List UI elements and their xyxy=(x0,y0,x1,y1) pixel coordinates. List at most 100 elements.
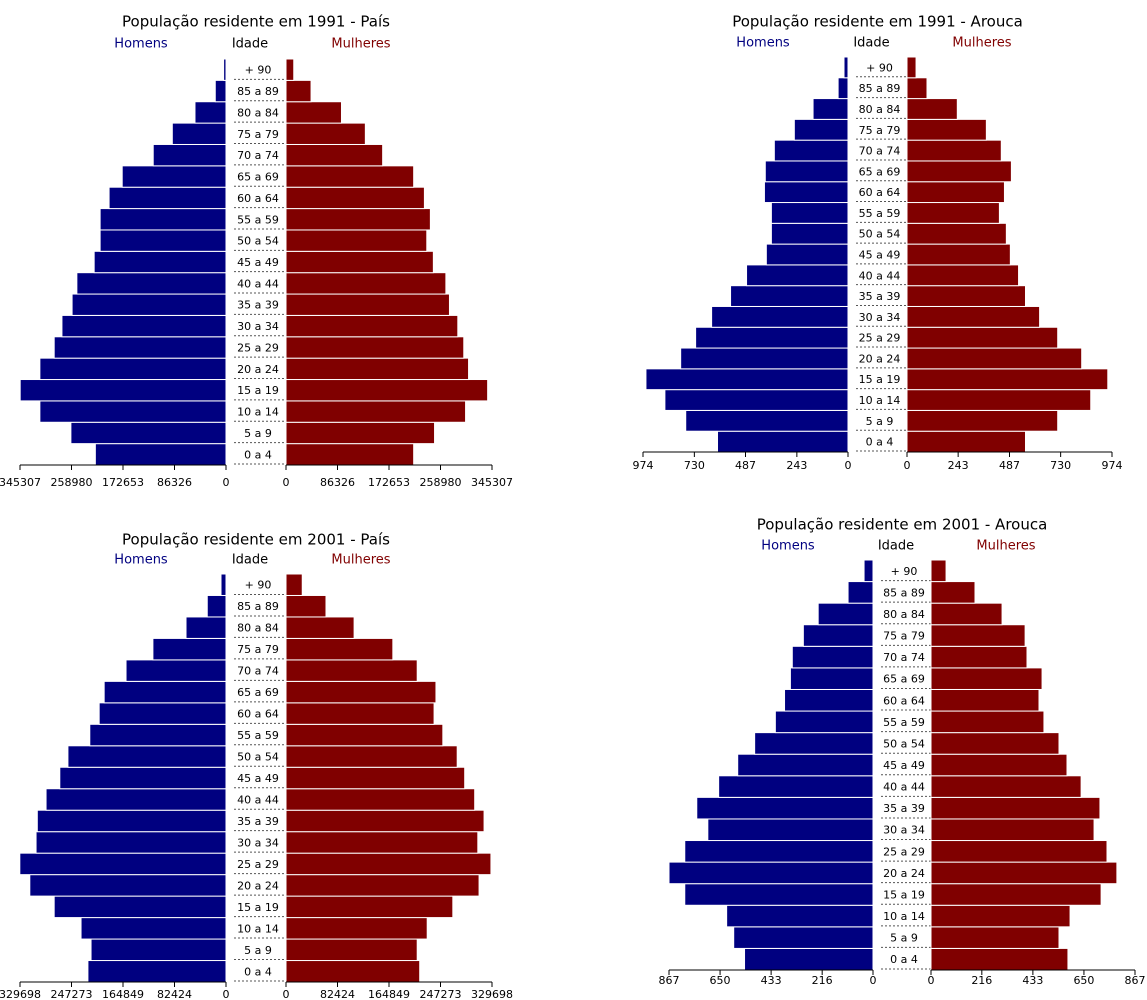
age-label: + 90 xyxy=(245,579,272,592)
age-label: 30 a 34 xyxy=(859,311,901,324)
bar-men xyxy=(80,917,227,940)
bar-men xyxy=(70,421,227,445)
bar-women xyxy=(930,796,1101,820)
bar-women xyxy=(285,421,436,445)
age-label: 30 a 34 xyxy=(237,320,279,333)
bar-women xyxy=(930,559,947,583)
bar-women xyxy=(906,56,917,79)
bar-women xyxy=(930,904,1071,928)
bar-women xyxy=(906,285,1026,307)
legend-women: Mulheres xyxy=(952,36,1011,51)
bar-men xyxy=(770,222,849,245)
bar-women xyxy=(906,139,1002,162)
age-label: 70 a 74 xyxy=(237,149,279,162)
bar-women xyxy=(906,181,1005,204)
bar-men xyxy=(802,624,874,647)
bar-men xyxy=(103,680,227,704)
age-label: + 90 xyxy=(891,565,918,578)
x-tick-label: 82424 xyxy=(157,988,192,1000)
bar-women xyxy=(285,357,470,381)
bar-women xyxy=(285,788,476,811)
age-label: 55 a 59 xyxy=(883,716,925,729)
bar-men xyxy=(185,616,227,639)
bar-women xyxy=(906,264,1020,287)
age-label: 85 a 89 xyxy=(237,85,279,98)
bar-women xyxy=(285,79,312,103)
axis-label: Idade xyxy=(232,37,268,52)
x-tick-label: 258980 xyxy=(51,476,93,489)
bar-women xyxy=(285,272,447,295)
bar-women xyxy=(906,243,1011,266)
bar-men xyxy=(791,645,874,669)
age-label: 15 a 19 xyxy=(237,901,279,914)
age-label: 45 a 49 xyxy=(237,256,279,269)
legend-women: Mulheres xyxy=(331,553,390,568)
age-label: 60 a 64 xyxy=(883,694,925,707)
bar-women xyxy=(285,809,485,833)
x-tick-label: 345307 xyxy=(0,476,41,489)
age-label: 85 a 89 xyxy=(883,586,925,599)
bar-men xyxy=(93,250,227,274)
bar-men xyxy=(696,796,874,820)
bar-women xyxy=(930,645,1028,669)
legend-women: Mulheres xyxy=(976,539,1035,554)
age-label: 85 a 89 xyxy=(237,600,279,613)
bar-men xyxy=(765,243,849,266)
bar-men xyxy=(668,861,874,885)
axis-label: Idade xyxy=(878,539,914,554)
age-label: 25 a 29 xyxy=(883,845,925,858)
age-label: 65 a 69 xyxy=(859,165,901,178)
bar-women xyxy=(285,443,415,466)
age-label: 60 a 64 xyxy=(237,708,279,721)
axis-label: Idade xyxy=(853,36,889,51)
bar-women xyxy=(930,840,1108,863)
bar-men xyxy=(121,165,227,188)
age-label: 75 a 79 xyxy=(859,124,901,137)
age-label: 15 a 19 xyxy=(859,373,901,386)
age-label: 80 a 84 xyxy=(883,608,925,621)
bar-men xyxy=(98,702,227,725)
bar-women xyxy=(285,659,418,682)
age-label: 30 a 34 xyxy=(883,824,925,837)
x-tick-label: 86326 xyxy=(157,476,192,489)
bar-men xyxy=(684,840,874,863)
x-tick-label: 730 xyxy=(1050,459,1071,472)
bar-women xyxy=(906,305,1041,328)
age-label: + 90 xyxy=(245,64,272,77)
bar-men xyxy=(194,101,227,124)
bar-women xyxy=(285,293,450,316)
bar-men xyxy=(746,264,849,287)
bar-men xyxy=(19,379,227,402)
bar-women xyxy=(906,202,1000,224)
age-label: 35 a 39 xyxy=(859,290,901,303)
bar-men xyxy=(770,202,849,224)
bar-men xyxy=(67,745,227,768)
bar-women xyxy=(285,938,418,962)
legend-men: Homens xyxy=(761,539,815,554)
bar-men xyxy=(39,400,227,423)
bar-men xyxy=(152,637,227,661)
age-label: 75 a 79 xyxy=(237,128,279,141)
chart-title: População residente em 1991 - Arouca xyxy=(732,13,1023,31)
age-label: 20 a 24 xyxy=(883,867,925,880)
age-label: 0 a 4 xyxy=(244,965,272,978)
bar-men xyxy=(764,160,849,183)
bar-women xyxy=(285,122,366,145)
bar-men xyxy=(812,98,849,120)
bar-women xyxy=(906,222,1007,245)
bar-men xyxy=(45,788,227,811)
x-tick-label: 0 xyxy=(845,459,852,472)
age-label: 80 a 84 xyxy=(237,622,279,635)
age-label: 65 a 69 xyxy=(237,686,279,699)
bar-men xyxy=(730,285,849,307)
age-label: 5 a 9 xyxy=(244,944,272,957)
age-label: 35 a 39 xyxy=(883,802,925,815)
age-label: 35 a 39 xyxy=(237,299,279,312)
legend-men: Homens xyxy=(114,37,168,52)
bar-women xyxy=(930,710,1045,734)
x-tick-label: 247273 xyxy=(419,988,461,1000)
bar-men xyxy=(718,775,874,798)
bar-women xyxy=(930,624,1026,647)
bar-men xyxy=(59,766,227,790)
age-label: 85 a 89 xyxy=(859,82,901,95)
